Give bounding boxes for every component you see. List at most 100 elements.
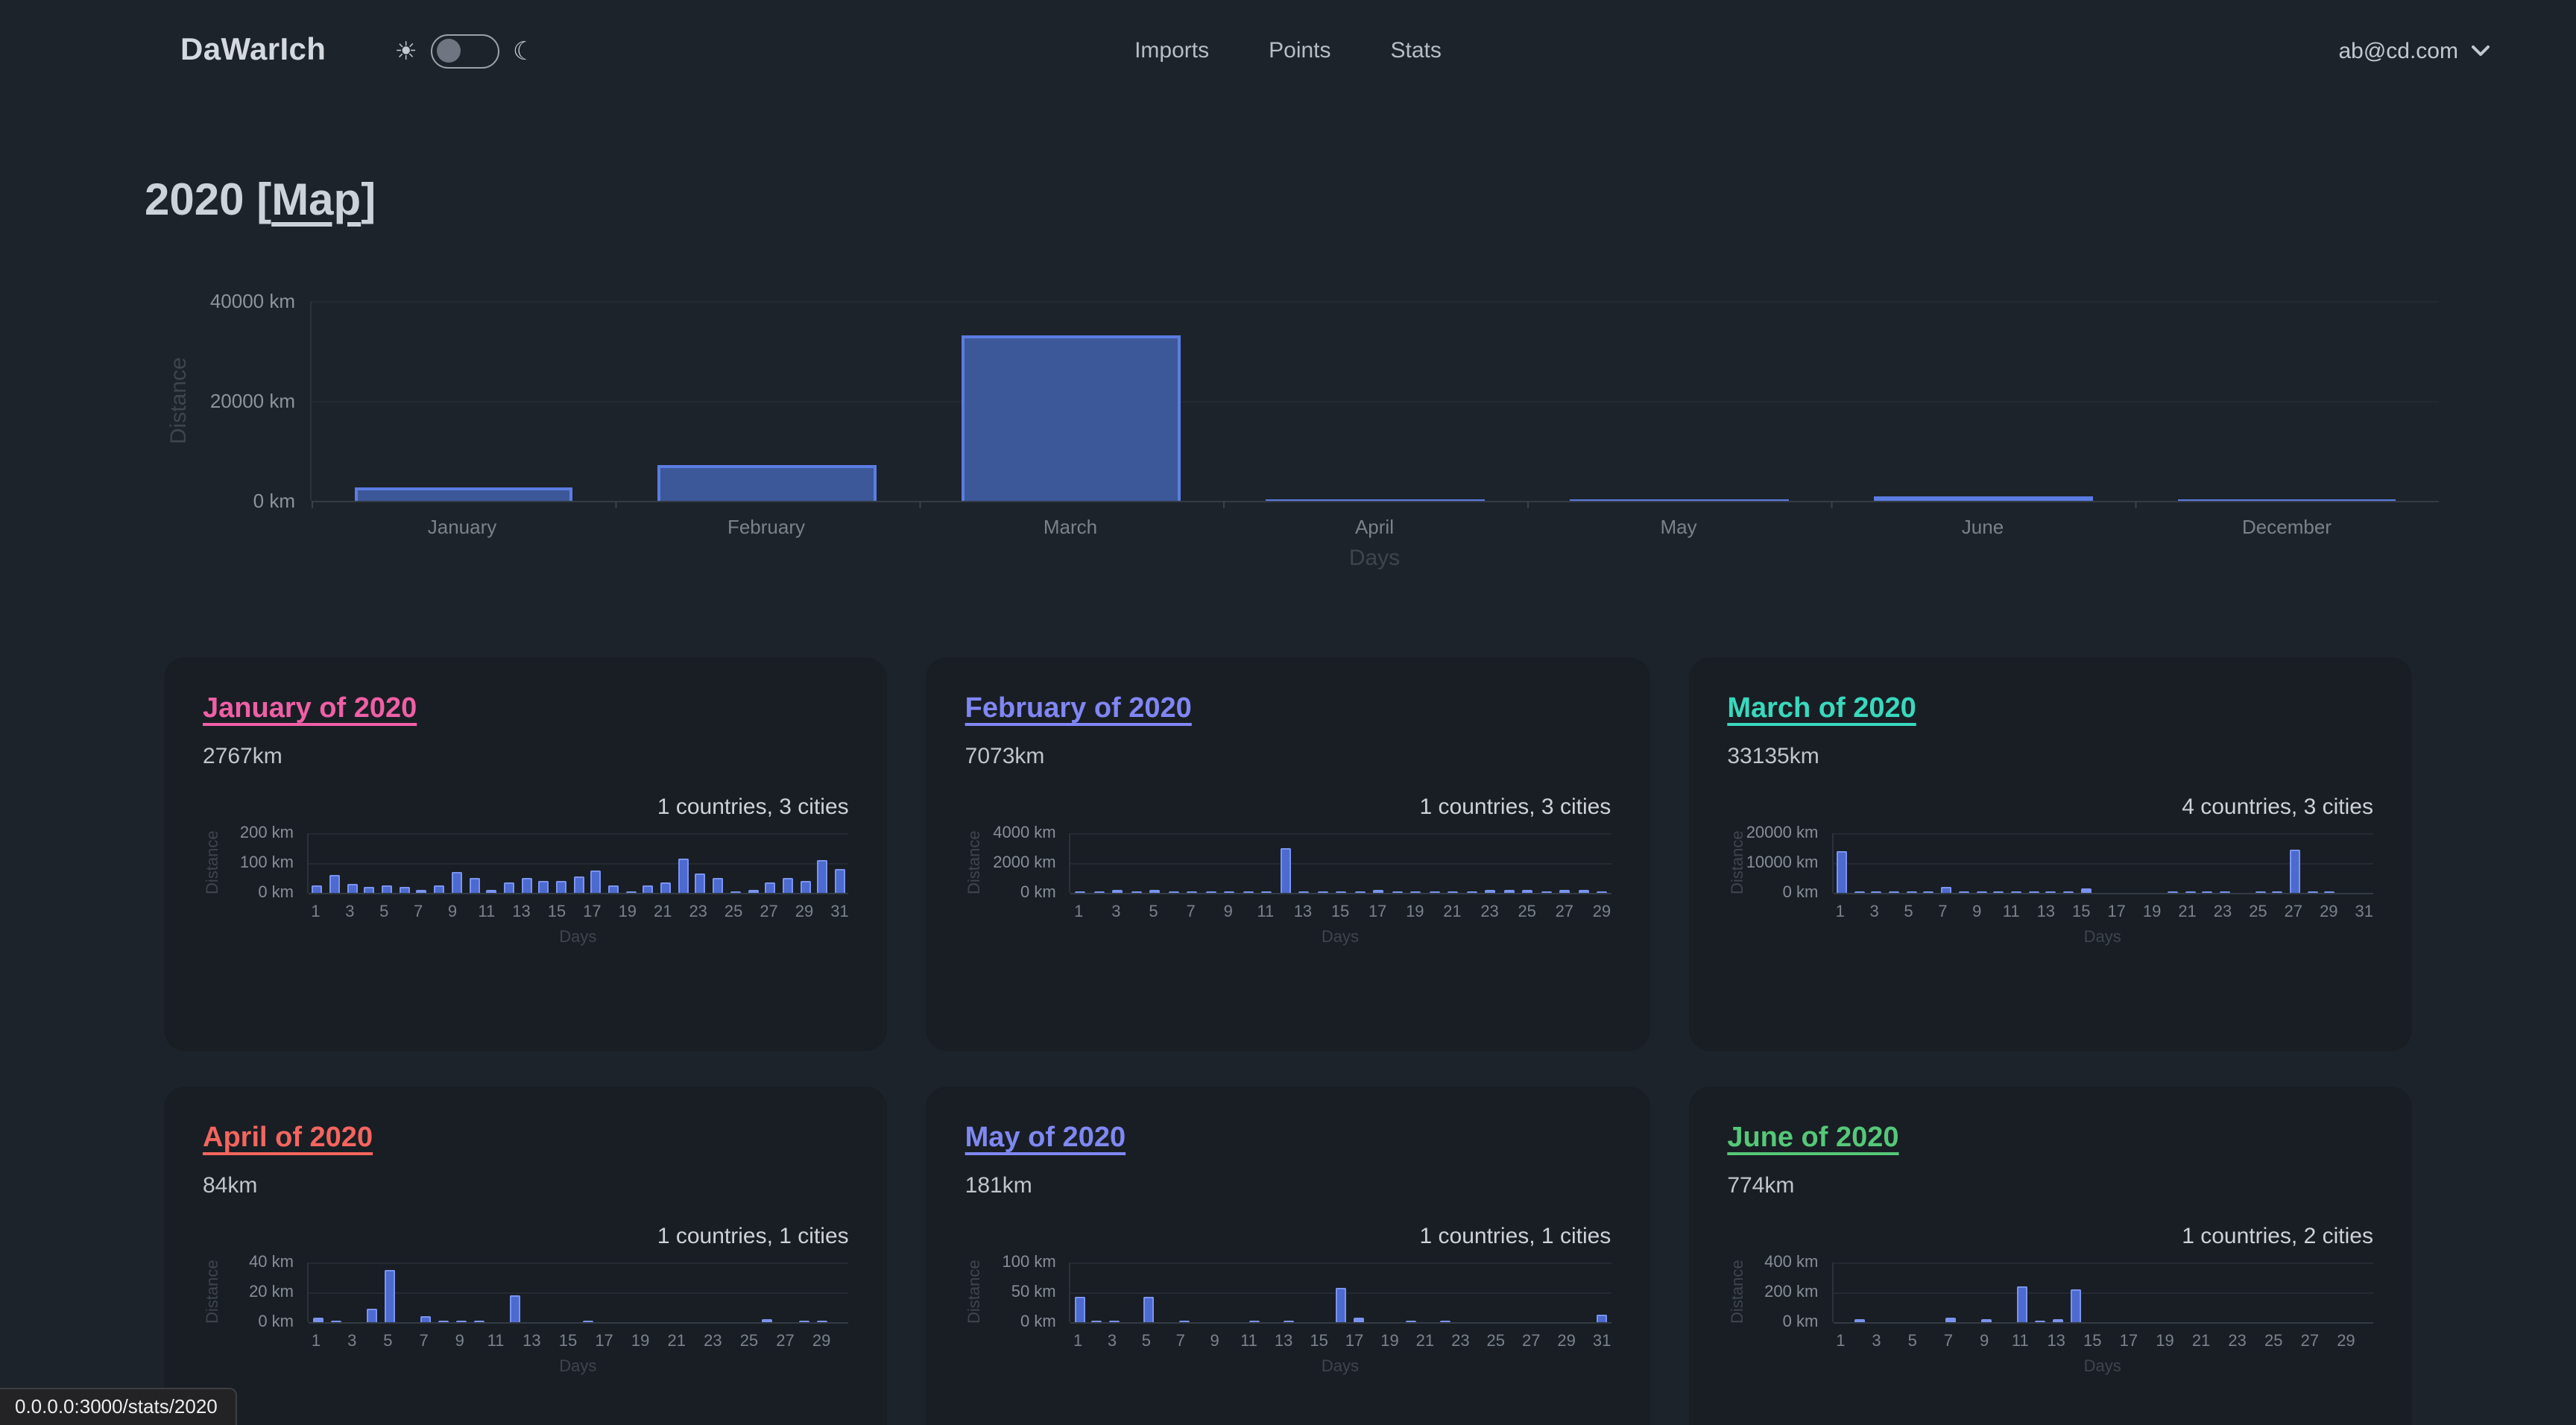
bar-slot <box>797 881 814 893</box>
x-tick-label: 27 <box>1521 1333 1541 1350</box>
x-tick-label <box>2247 1333 2264 1350</box>
x-tick-label <box>1350 903 1368 921</box>
bar <box>1336 891 1347 893</box>
x-tick-label: 7 <box>1186 903 1196 921</box>
bar <box>798 1321 809 1322</box>
month-countries-cities: 1 countries, 3 cities <box>1419 794 1611 820</box>
nav-link-points[interactable]: Points <box>1269 38 1331 63</box>
gridline <box>1833 833 2373 835</box>
x-tick-label <box>397 1333 414 1350</box>
map-link[interactable]: [Map] <box>256 176 376 225</box>
bar <box>399 887 410 893</box>
x-tick-label: 7 <box>413 903 423 921</box>
y-tick-label: 0 km <box>258 1313 294 1331</box>
x-tick-label <box>505 1333 523 1350</box>
plot-area <box>1831 833 2373 894</box>
bar <box>354 487 573 501</box>
x-axis-tick-labels: 1 3 5 7 9 11 13 15 17 19 21 23 25 27 29 31 <box>1831 903 2373 921</box>
bar-slot <box>1071 1297 1088 1322</box>
month-link[interactable]: January of 2020 <box>203 693 417 724</box>
user-menu[interactable]: ab@cd.com <box>2338 38 2490 63</box>
bar-slot <box>1127 891 1146 893</box>
bar-slot <box>309 885 326 893</box>
x-tick-label: 31 <box>830 903 849 921</box>
bar <box>1298 891 1310 893</box>
x-tick-label: 3 <box>1869 903 1879 921</box>
y-axis-tick-labels: 100 km 50 km 0 km <box>986 1254 1056 1331</box>
bar <box>2307 891 2318 893</box>
x-tick-label: 15 <box>2083 1333 2102 1350</box>
x-tick-label <box>2126 903 2143 921</box>
month-link[interactable]: March of 2020 <box>1727 693 1916 724</box>
bar <box>1597 891 1608 893</box>
x-tick-label <box>637 903 654 921</box>
x-tick-label <box>1986 903 2003 921</box>
chart-area: 40000 km 20000 km 0 km January February March… <box>194 290 2439 571</box>
x-tick-label: 27 <box>776 1333 795 1350</box>
nav-link-imports[interactable]: Imports <box>1134 38 1210 63</box>
nav-link-stats[interactable]: Stats <box>1390 38 1442 63</box>
x-tick-label: 19 <box>631 1333 650 1350</box>
x-tick-label <box>2319 1333 2337 1350</box>
bar-slot <box>381 1270 399 1322</box>
bar <box>510 1295 521 1322</box>
bar-slot <box>1920 891 1937 893</box>
x-tick-label <box>531 903 548 921</box>
bar-slot <box>417 1316 435 1322</box>
x-tick-label: December <box>2242 516 2332 538</box>
theme-toggle-switch[interactable] <box>430 34 499 68</box>
month-distance-chart: Distance 40 km 20 km 0 km 1 3 5 7 9 11 13 15 17 19 21 2… <box>203 1254 849 1376</box>
bracket-left: [ <box>256 176 272 225</box>
x-tick-label <box>1189 1333 1206 1350</box>
month-link[interactable]: June of 2020 <box>1727 1122 1899 1154</box>
month-link[interactable]: May of 2020 <box>965 1122 1126 1154</box>
bar-slot <box>1518 890 1537 893</box>
x-tick-label <box>1922 1333 1939 1350</box>
x-tick-label: 15 <box>547 903 566 921</box>
bar <box>817 860 828 893</box>
x-tick-label: 3 <box>1872 1333 1881 1350</box>
x-tick-label: 17 <box>1368 903 1387 921</box>
bar-slot <box>744 890 761 893</box>
x-tick-label: 5 <box>1904 903 1913 921</box>
x-tick-label <box>1126 903 1144 921</box>
x-tick-label <box>1462 903 1480 921</box>
x-axis-title: Days <box>2083 1358 2121 1376</box>
bar-slot <box>1500 890 1518 893</box>
x-tick-label <box>1328 1333 1345 1350</box>
bar <box>1353 1318 1364 1322</box>
chart-area: 40 km 20 km 0 km 1 3 5 7 9 11 13 15 17 19 21 23 25 27 29 D… <box>224 1254 849 1376</box>
bar-slot <box>1955 891 1972 893</box>
x-tick-label: 7 <box>419 1333 429 1350</box>
bar <box>816 1321 827 1322</box>
bar-slot <box>362 1309 380 1322</box>
bar-slot <box>1407 891 1425 893</box>
bar <box>657 465 877 501</box>
bars <box>309 833 849 893</box>
x-tick-label <box>1200 903 1219 921</box>
bar <box>364 887 375 893</box>
x-tick-label <box>649 1333 667 1350</box>
bar <box>2202 891 2213 893</box>
bar-slot <box>1444 891 1462 893</box>
x-tick-label: 13 <box>1293 903 1313 921</box>
bar-slot <box>326 1321 344 1322</box>
x-tick-label <box>1499 903 1518 921</box>
x-tick-label: 17 <box>583 903 602 921</box>
x-tick-label <box>1993 1333 2011 1350</box>
app-logo[interactable]: DaWarIch <box>180 33 326 67</box>
x-tick-label: 5 <box>1907 1333 1917 1350</box>
x-tick-label: 23 <box>1451 1333 1470 1350</box>
bar-slot <box>1833 851 1850 893</box>
month-link[interactable]: February of 2020 <box>965 693 1192 724</box>
bar <box>521 878 532 893</box>
x-axis-tick-labels: 1 3 5 7 9 11 13 15 17 19 21 23 25 27 29 <box>1070 903 1611 921</box>
bars <box>312 301 2439 501</box>
month-link[interactable]: April of 2020 <box>203 1122 373 1154</box>
bar <box>1109 1321 1120 1322</box>
x-tick-label: 13 <box>523 1333 541 1350</box>
x-tick-label: 23 <box>2228 1333 2247 1350</box>
bar-slot <box>1175 1321 1193 1322</box>
x-tick-label: 11 <box>2011 1333 2029 1350</box>
y-tick-label: 0 km <box>1782 884 1819 902</box>
